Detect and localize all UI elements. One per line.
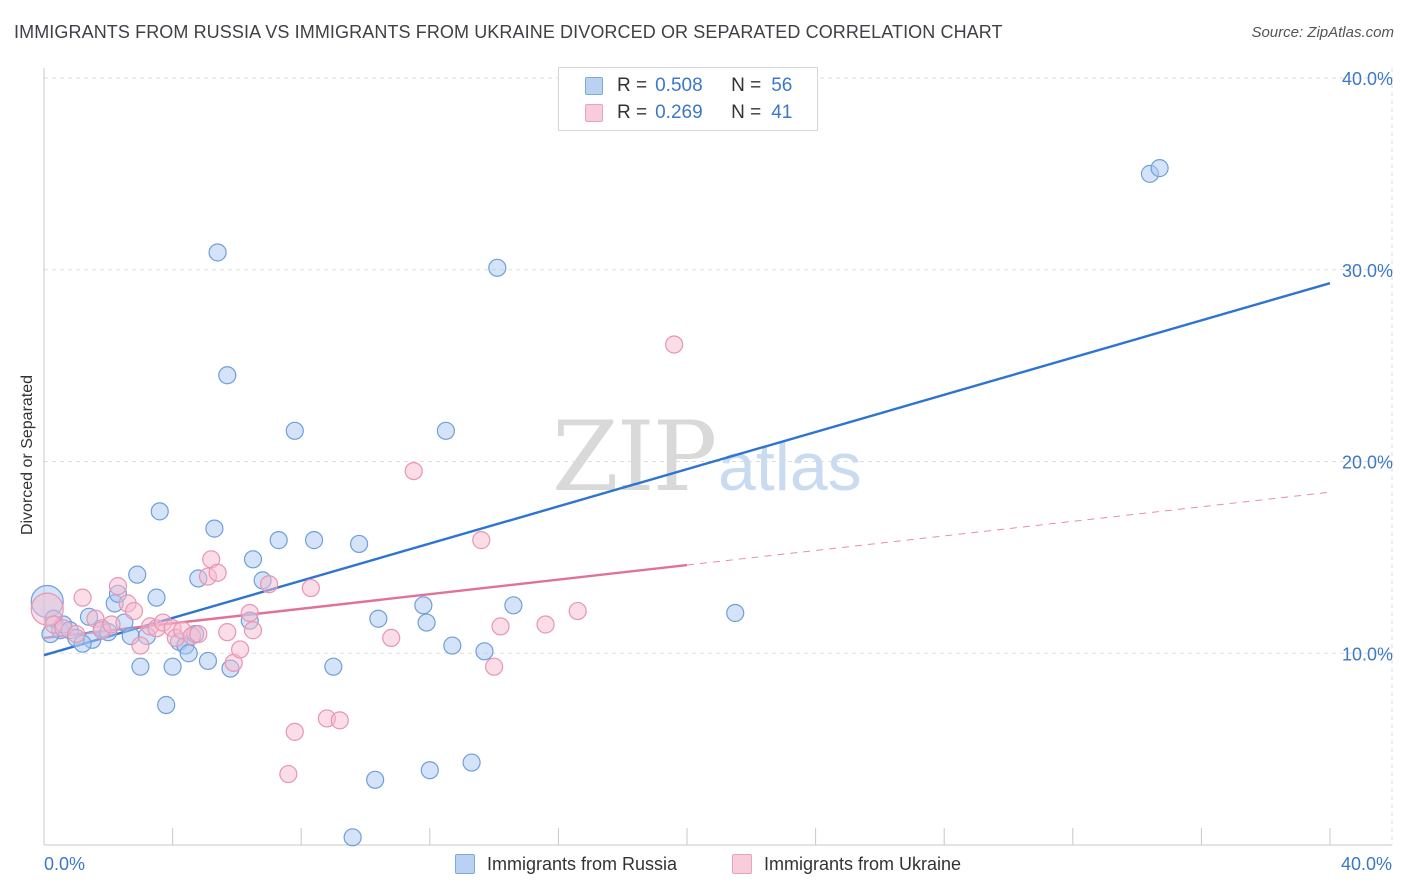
russia-point bbox=[147, 588, 166, 607]
source-label: Source: ZipAtlas.com bbox=[1251, 24, 1394, 41]
ukraine-point bbox=[240, 603, 259, 623]
russia-point bbox=[414, 596, 433, 615]
russia-point bbox=[369, 609, 388, 628]
russia-point bbox=[1150, 159, 1169, 178]
russia-swatch bbox=[585, 77, 603, 95]
ukraine-point bbox=[536, 615, 555, 634]
ukraine-point bbox=[279, 764, 298, 784]
legend-ukraine-swatch bbox=[732, 854, 752, 874]
ukraine-point bbox=[108, 577, 128, 596]
russia-r-value: 0.508 bbox=[655, 75, 703, 96]
y-tick-label: 30.0% bbox=[1342, 261, 1393, 281]
ukraine-point bbox=[285, 722, 304, 741]
russia-point bbox=[324, 657, 343, 676]
correlation-legend: R = 0.508 N = 56 R = 0.269 N = 41 bbox=[558, 67, 818, 131]
russia-r-key: R = bbox=[617, 75, 648, 96]
russia-point bbox=[726, 603, 745, 623]
ukraine-point bbox=[231, 640, 250, 659]
ukraine-point bbox=[404, 461, 423, 481]
legend-row-ukraine: R = 0.269 N = 41 bbox=[585, 100, 792, 126]
russia-point bbox=[269, 531, 288, 550]
ukraine-point bbox=[382, 628, 401, 648]
russia-point bbox=[443, 636, 462, 655]
ukraine-point bbox=[189, 624, 208, 644]
trend-line-ukraine bbox=[686, 491, 1331, 566]
y-tick-label: 20.0% bbox=[1342, 453, 1393, 473]
watermark-zip: ZIP bbox=[552, 401, 715, 513]
tick-labels: 10.0% 20.0% 30.0% 40.0% 0.0% 40.0% bbox=[44, 69, 1393, 874]
russia-point bbox=[218, 366, 237, 385]
y-tick-label: 40.0% bbox=[1342, 69, 1393, 89]
legend-item-ukraine: Immigrants from Ukraine bbox=[732, 852, 961, 876]
ukraine-n-key: N = bbox=[731, 102, 762, 123]
ukraine-point bbox=[102, 615, 121, 634]
legend-russia-swatch bbox=[455, 854, 475, 874]
legend-item-russia: Immigrants from Russia bbox=[455, 852, 677, 876]
russia-n-key: N = bbox=[731, 75, 762, 96]
ukraine-point bbox=[259, 575, 279, 594]
ukraine-point bbox=[330, 711, 349, 730]
russia-n-value: 56 bbox=[771, 75, 793, 96]
legend-row-russia: R = 0.508 N = 56 bbox=[585, 73, 792, 99]
ukraine-r-value: 0.269 bbox=[655, 102, 703, 123]
russia-point bbox=[420, 761, 439, 780]
ukraine-point bbox=[208, 563, 227, 582]
russia-point bbox=[462, 753, 481, 772]
y-tick-label: 10.0% bbox=[1342, 644, 1393, 664]
russia-point bbox=[417, 613, 436, 632]
russia-point bbox=[128, 565, 147, 584]
russia-point bbox=[304, 531, 324, 550]
russia-point bbox=[179, 644, 198, 663]
ukraine-n-value: 41 bbox=[771, 102, 793, 123]
ukraine-point bbox=[73, 588, 92, 607]
ukraine-swatch bbox=[585, 104, 603, 122]
x-tick-label: 40.0% bbox=[1341, 854, 1392, 874]
trend-line-russia bbox=[43, 282, 1331, 657]
legend-ukraine-label: Immigrants from Ukraine bbox=[764, 853, 962, 874]
x-tick-label: 0.0% bbox=[44, 854, 85, 874]
data-points bbox=[30, 159, 1169, 847]
russia-point bbox=[198, 651, 218, 671]
ukraine-point bbox=[124, 601, 144, 621]
russia-point bbox=[436, 421, 455, 440]
ukraine-point bbox=[301, 578, 320, 598]
chart-title: IMMIGRANTS FROM RUSSIA VS IMMIGRANTS FRO… bbox=[14, 22, 1003, 42]
legend-russia-label: Immigrants from Russia bbox=[487, 853, 678, 874]
watermark-atlas: atlas bbox=[718, 429, 862, 505]
ukraine-point bbox=[243, 621, 263, 640]
russia-point bbox=[488, 258, 507, 277]
ukraine-point bbox=[67, 624, 86, 644]
russia-point bbox=[163, 657, 182, 676]
ukraine-point bbox=[472, 531, 491, 550]
russia-point bbox=[366, 770, 385, 789]
ukraine-r-key: R = bbox=[617, 102, 648, 123]
russia-point bbox=[343, 828, 362, 847]
russia-point bbox=[243, 550, 263, 569]
ukraine-point bbox=[131, 636, 150, 655]
russia-point bbox=[131, 657, 150, 676]
ukraine-point bbox=[218, 623, 237, 642]
russia-point bbox=[504, 596, 523, 615]
axes bbox=[43, 68, 1392, 846]
russia-point bbox=[205, 519, 224, 538]
russia-point bbox=[150, 502, 169, 521]
ukraine-point bbox=[568, 601, 587, 621]
ukraine-point bbox=[485, 657, 504, 676]
russia-point bbox=[349, 534, 369, 554]
russia-point bbox=[157, 695, 176, 715]
trend-lines bbox=[43, 282, 1331, 657]
ukraine-point bbox=[491, 617, 510, 636]
russia-point bbox=[208, 243, 227, 262]
ukraine-point bbox=[665, 335, 684, 354]
russia-point bbox=[475, 642, 494, 661]
russia-point bbox=[285, 421, 304, 440]
